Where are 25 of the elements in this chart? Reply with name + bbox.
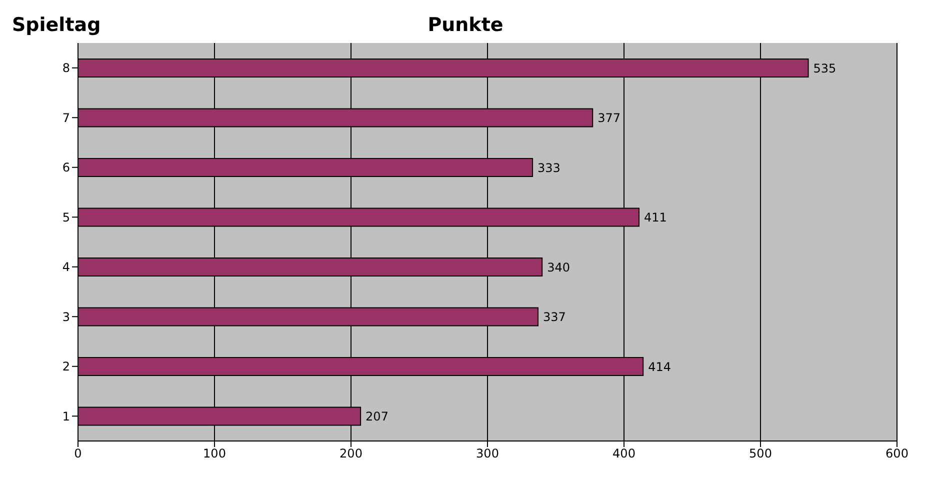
x-tick-label: 300 bbox=[476, 446, 499, 461]
data-label: 377 bbox=[598, 111, 621, 126]
y-tick-label: 4 bbox=[62, 260, 70, 274]
y-tick-label: 8 bbox=[62, 61, 70, 76]
data-label: 333 bbox=[538, 160, 560, 175]
y-tick-label: 6 bbox=[62, 160, 70, 175]
x-tick-label: 100 bbox=[203, 446, 226, 461]
y-tick-label: 1 bbox=[62, 409, 70, 424]
data-label: 535 bbox=[813, 61, 836, 76]
data-label: 340 bbox=[547, 260, 570, 274]
x-tick-label: 600 bbox=[886, 446, 908, 461]
data-label: 337 bbox=[543, 310, 566, 324]
x-tick-label: 500 bbox=[749, 446, 772, 461]
data-label: 414 bbox=[648, 360, 672, 374]
x-tick-label: 400 bbox=[612, 446, 636, 461]
data-label: 411 bbox=[644, 210, 667, 225]
x-tick-label: 0 bbox=[74, 446, 82, 461]
chart-title: Punkte bbox=[428, 14, 504, 36]
data-label: 207 bbox=[366, 410, 388, 424]
y-axis-title: Spieltag bbox=[12, 14, 101, 36]
y-tick-label: 5 bbox=[62, 210, 70, 224]
y-tick-label: 7 bbox=[62, 110, 70, 125]
y-tick-label: 2 bbox=[62, 360, 70, 374]
x-tick-label: 200 bbox=[340, 446, 362, 461]
y-tick-label: 3 bbox=[62, 310, 70, 324]
